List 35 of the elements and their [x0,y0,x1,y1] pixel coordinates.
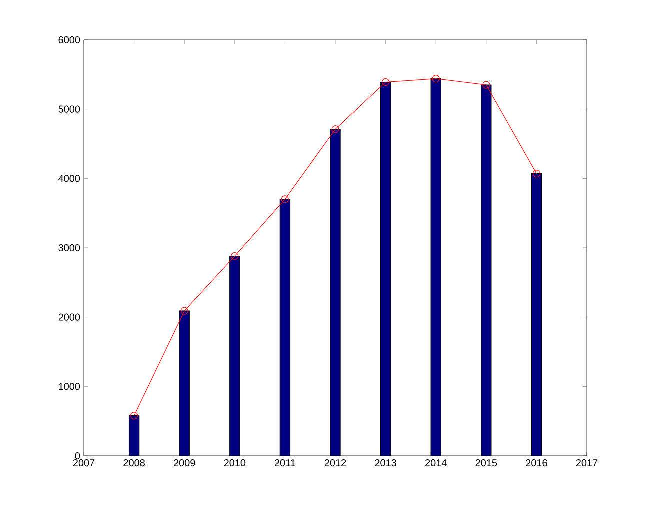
y-tick-label: 3000 [58,244,80,252]
bar [430,78,442,456]
bar [380,82,392,456]
point [281,196,290,204]
point [432,75,440,83]
x-tick-label: 2012 [324,460,346,467]
x-tick-label: 2013 [375,460,396,467]
x-tick-label: 2010 [224,460,246,467]
bar [280,199,291,456]
y-tick-label: 2000 [58,314,80,321]
x-tick-label: 2014 [426,460,447,467]
point [130,412,138,420]
y-tick-label: 0 [75,452,80,460]
point [532,170,541,178]
point [180,307,188,315]
x-tick-label: 2008 [124,460,145,467]
bar [179,310,190,456]
bar [481,84,492,456]
x-tick-label: 2009 [174,460,196,467]
x-tick-label: 2015 [476,460,498,467]
point [231,252,239,260]
bar [531,174,542,456]
x-tick-label: 2016 [526,460,548,467]
bar [128,415,140,456]
point [332,126,340,134]
point [382,78,390,86]
x-tick-label: 2011 [274,460,296,467]
y-tick-label: 1000 [59,383,80,390]
y-tick-label: 4000 [58,175,80,182]
x-tick-label: 2007 [73,460,95,467]
bar [230,256,240,456]
y-tick-label: 6000 [58,36,80,44]
x-tick-label: 2017 [576,460,598,467]
point [482,81,490,89]
y-tick-label: 5000 [58,106,80,113]
